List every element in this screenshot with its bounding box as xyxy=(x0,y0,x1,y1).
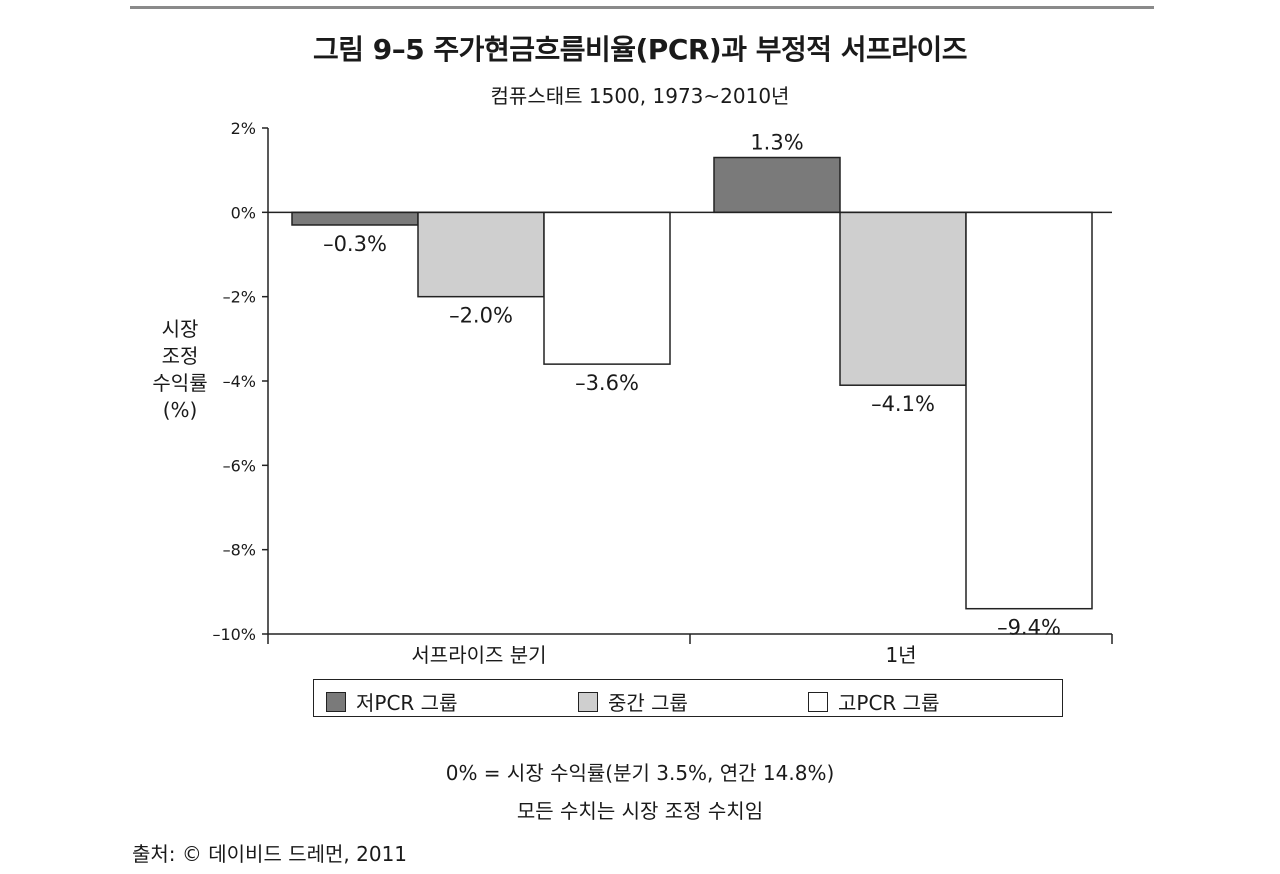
bar xyxy=(839,211,967,386)
y-tick-label: –2% xyxy=(223,288,256,307)
legend-swatch-high-pcr xyxy=(808,691,828,712)
legend-item-mid: 중간 그룹 xyxy=(578,687,688,716)
chart-subtitle: 컴퓨스태트 1500, 1973~2010년 xyxy=(490,84,790,108)
y-tick-label: 2% xyxy=(231,119,256,138)
y-tick-label: –4% xyxy=(223,372,256,391)
y-tick-label: 0% xyxy=(231,203,256,222)
note-market-return: 0% = 시장 수익률(분기 3.5%, 연간 14.8%) xyxy=(445,761,835,785)
legend-label-high-pcr: 고PCR 그룹 xyxy=(838,691,940,715)
bar xyxy=(543,211,671,365)
source-credit: 출처: © 데이비드 드레먼, 2011 xyxy=(132,842,408,866)
x-category-label: 서프라이즈 분기 xyxy=(411,643,546,667)
y-tick-label: –8% xyxy=(223,541,256,560)
legend-label-mid: 중간 그룹 xyxy=(608,691,688,715)
data-label: –9.4% xyxy=(997,616,1061,640)
bar xyxy=(965,211,1093,610)
legend-label-low-pcr: 저PCR 그룹 xyxy=(356,691,458,715)
legend-swatch-low-pcr xyxy=(326,691,346,712)
data-label: –2.0% xyxy=(449,304,513,328)
x-category-label: 1년 xyxy=(885,643,916,667)
bar xyxy=(417,211,545,298)
data-label: –4.1% xyxy=(871,392,935,416)
top-rule xyxy=(130,6,1154,9)
data-label: 1.3% xyxy=(750,131,803,155)
y-axis-label: 시장 조정 수익률 (%) xyxy=(152,317,208,422)
chart-title: 그림 9–5 주가현금흐름비율(PCR)과 부정적 서프라이즈 xyxy=(312,33,968,66)
y-tick-label: –10% xyxy=(212,625,256,644)
data-label: –3.6% xyxy=(575,371,639,395)
legend: 저PCR 그룹 중간 그룹 고PCR 그룹 xyxy=(313,679,1063,717)
legend-item-low-pcr: 저PCR 그룹 xyxy=(326,687,457,716)
data-label: –0.3% xyxy=(323,232,387,256)
legend-item-high-pcr: 고PCR 그룹 xyxy=(808,687,939,716)
bar xyxy=(713,156,841,214)
legend-swatch-mid xyxy=(578,691,598,712)
y-tick-label: –6% xyxy=(223,456,256,475)
note-adjusted: 모든 수치는 시장 조정 수치임 xyxy=(516,799,764,823)
bar xyxy=(291,211,419,226)
